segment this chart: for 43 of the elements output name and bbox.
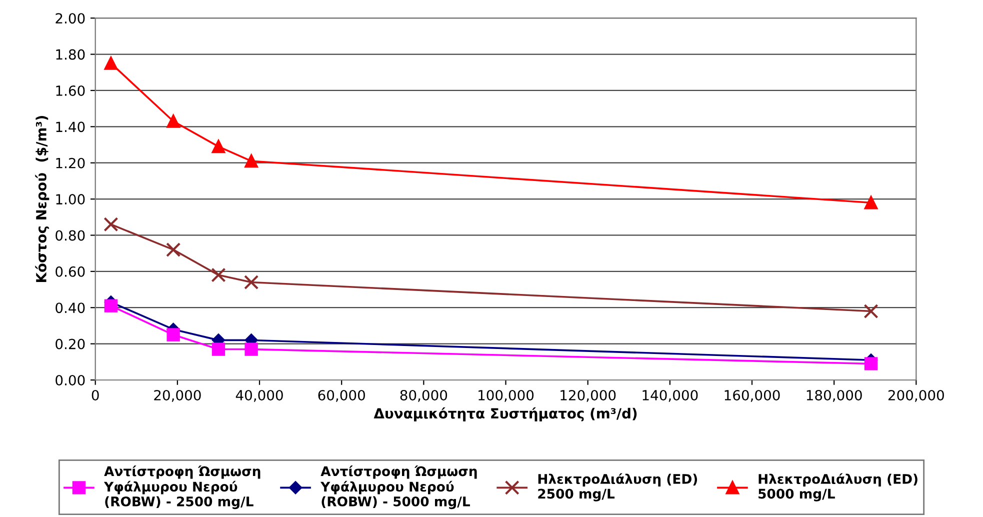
y-tick-label: 0.80 — [56, 230, 85, 241]
y-axis-title: Κόστος Νερού ($/m³) — [35, 116, 50, 282]
point — [864, 196, 878, 210]
x-tick-label: 20,000 — [154, 390, 201, 402]
point — [104, 56, 118, 70]
point — [104, 299, 118, 312]
x-tick-label: 160,000 — [724, 390, 780, 402]
point — [244, 274, 259, 290]
y-tick-label: 1.20 — [56, 158, 85, 168]
legend-label: Αντίστροφη Ώσμωση Υφάλμυρου Νερού (ROBW) - 2500 mg/L — [104, 465, 260, 510]
legend-label: ΗλεκτροΔιάλυση (ED) 5000 mg/L — [758, 473, 918, 502]
x-axis-title: Δυναμικότητα Συστήματος (m³/d) — [374, 407, 637, 422]
y-tick-label: 2.00 — [56, 13, 85, 24]
point — [244, 342, 258, 356]
point — [212, 342, 226, 356]
x-tick-label: 40,000 — [236, 390, 283, 402]
point — [211, 268, 226, 282]
x-tick-label: 60,000 — [318, 390, 365, 402]
y-tick-label: 1.00 — [56, 194, 85, 205]
x-tick-label: 0 — [92, 390, 99, 400]
y-tick-label: 0.40 — [56, 302, 85, 314]
point — [212, 140, 226, 154]
y-tick-label: 1.80 — [56, 49, 85, 60]
legend-label: ΗλεκτροΔιάλυση (ED) 2500 mg/L — [538, 473, 698, 502]
x-tick-label: 140,000 — [642, 390, 698, 402]
y-tick-label: 0.60 — [56, 266, 85, 277]
point — [864, 304, 878, 319]
x-tick-label: 180,000 — [806, 390, 862, 402]
point — [166, 242, 181, 258]
y-tick-label: 1.40 — [56, 122, 85, 132]
point — [104, 217, 118, 232]
y-tick-label: 0.00 — [56, 374, 85, 386]
x-tick-label: 100,000 — [478, 390, 534, 402]
y-tick-label: 0.20 — [56, 338, 85, 350]
point — [166, 328, 180, 342]
x-tick-label: 120,000 — [560, 390, 616, 402]
point — [166, 114, 180, 128]
point — [864, 357, 878, 370]
x-tick-label: 80,000 — [400, 390, 448, 402]
y-tick-label: 1.60 — [56, 85, 85, 96]
x-tick-label: 200,000 — [888, 390, 944, 402]
point — [244, 154, 258, 168]
legend-label: Αντίστροφη Ώσμωση Υφάλμυρου Νερού (ROBW) - 5000 mg/L — [320, 465, 477, 510]
